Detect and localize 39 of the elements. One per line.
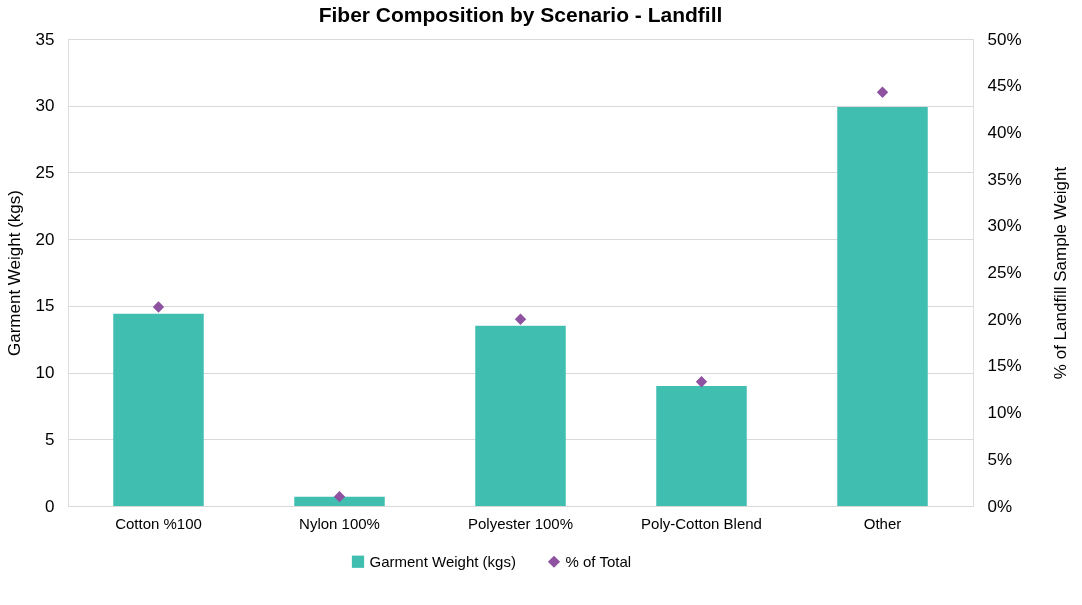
- bar: [475, 325, 566, 506]
- y2-tick-label: 25%: [987, 263, 1022, 282]
- y2-tick-label: 50%: [987, 29, 1022, 49]
- x-tick-label: Nylon 100%: [299, 514, 380, 532]
- legend-label: Garment Weight (kgs): [369, 552, 516, 570]
- y-tick-label: 0: [45, 496, 55, 516]
- point: [695, 376, 708, 388]
- point: [152, 301, 165, 313]
- point: [333, 490, 346, 503]
- legend-label: % of Total: [565, 552, 632, 570]
- y2-tick-label: 20%: [987, 309, 1022, 329]
- y2-axis-title: % of Landfill Sample Weight: [1050, 166, 1070, 380]
- y2-tick-label: 15%: [987, 356, 1022, 376]
- x-tick-label: Poly-Cotton Blend: [641, 514, 762, 532]
- chart-title: Fiber Composition by Scenario - Landfill: [318, 3, 723, 26]
- y2-tick-label: 0%: [987, 496, 1013, 516]
- y2-tick-label: 35%: [987, 169, 1022, 189]
- x-tick-label: Other: [863, 514, 902, 532]
- y2-tick-label: 30%: [987, 216, 1022, 236]
- x-tick-label: Cotton %100: [115, 514, 202, 532]
- y-tick-label: 20: [35, 229, 55, 249]
- bar: [113, 313, 204, 506]
- y2-tick-label: 40%: [987, 122, 1022, 142]
- y2-tick-label: 10%: [987, 403, 1022, 423]
- bar: [294, 496, 385, 506]
- y-tick-label: 5: [45, 429, 55, 449]
- y2-tick-label: 5%: [987, 449, 1013, 469]
- point: [514, 313, 527, 325]
- y-tick-label: 10: [35, 363, 55, 383]
- y-tick-label: 35: [35, 29, 55, 49]
- x-tick-label: Polyester 100%: [467, 514, 574, 532]
- y-axis-title: Garment Weight (kgs): [4, 190, 24, 356]
- bar: [837, 107, 928, 506]
- bar: [656, 385, 747, 506]
- y2-tick-label: 45%: [987, 76, 1022, 96]
- y-tick-label: 15: [35, 296, 55, 316]
- y-tick-label: 30: [35, 96, 55, 116]
- point: [876, 86, 889, 98]
- y-tick-label: 25: [35, 162, 55, 182]
